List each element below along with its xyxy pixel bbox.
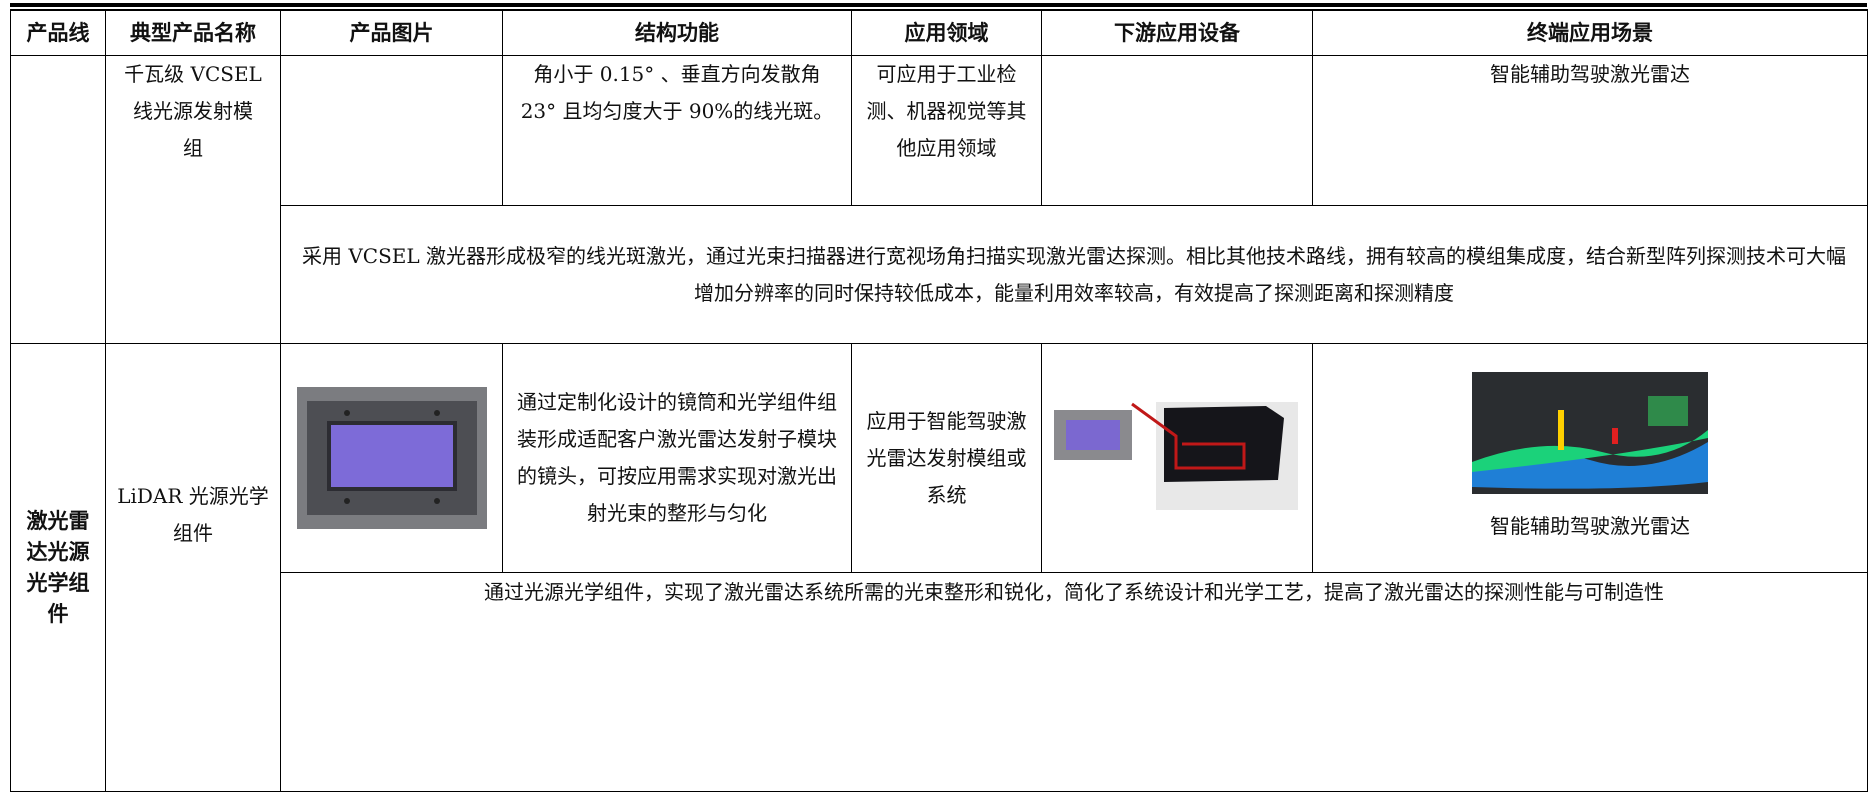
image-cell [280, 343, 503, 573]
product-line: 激光雷达光源光学组件 [10, 343, 106, 792]
image-screw [433, 498, 440, 504]
image-screw [343, 410, 350, 416]
description: 通过光源光学组件，实现了激光雷达系统所需的光束整形和锐化，简化了系统设计和光学工… [280, 572, 1868, 792]
device-callout [1131, 402, 1246, 470]
scenario: 智能辅助驾驶激光雷达 [1490, 513, 1690, 538]
product-table: 产品线 典型产品名称 产品图片 结构功能 应用领域 下游应用设备 终端应用场景 … [10, 9, 1868, 792]
image-lens [326, 421, 457, 491]
pointcloud-object [1648, 395, 1688, 426]
header-cell: 终端应用场景 [1312, 9, 1868, 56]
pointcloud-object [1612, 427, 1618, 444]
structure: 通过定制化设计的镜筒和光学组件组装形成适配客户激光雷达发射子模块的镜头，可按应用… [502, 343, 852, 573]
pointcloud-band [1472, 429, 1708, 472]
description: 采用 VCSEL 激光器形成极窄的线光斑激光，通过光束扫描器进行宽视场角扫描实现… [280, 205, 1868, 344]
header-row: 产品线 典型产品名称 产品图片 结构功能 应用领域 下游应用设备 终端应用场景 [10, 9, 1868, 56]
image-screw [433, 410, 440, 416]
application: 应用于智能驾驶激光雷达发射模组或系统 [851, 343, 1042, 573]
image-screw [343, 498, 350, 504]
device-small-lens [1066, 420, 1120, 450]
product-row: 千瓦级 VCSEL 线光源发射模组 角小于 0.15° 、垂直方向发散角 23°… [10, 55, 1868, 344]
product-name: LiDAR 光源光学组件 [105, 343, 281, 792]
product-line-cell [10, 55, 106, 344]
structure: 角小于 0.15° 、垂直方向发散角 23° 且均匀度大于 90%的线光斑。 [502, 55, 852, 206]
product-image [296, 387, 487, 529]
application: 可应用于工业检测、机器视觉等其他应用领域 [851, 55, 1042, 206]
top-rule [10, 3, 1867, 7]
scenario-image [1472, 371, 1708, 494]
header-cell: 产品图片 [280, 9, 503, 56]
header-cell: 下游应用设备 [1041, 9, 1313, 56]
header-cell: 应用领域 [851, 9, 1042, 56]
scenario: 智能辅助驾驶激光雷达 [1312, 55, 1868, 206]
device-cell [1041, 55, 1313, 206]
description-row: 通过光源光学组件，实现了激光雷达系统所需的光束整形和锐化，简化了系统设计和光学工… [11, 572, 1868, 792]
image-cell [280, 55, 503, 206]
product-name: 千瓦级 VCSEL 线光源发射模组 [105, 55, 281, 344]
header-cell: 结构功能 [502, 9, 852, 56]
header-cell: 产品线 [10, 9, 106, 56]
device-cell [1041, 343, 1313, 573]
header-cell: 典型产品名称 [105, 9, 281, 56]
product-name-text: LiDAR 光源光学组件 [117, 483, 269, 545]
product-name-text: 千瓦级 VCSEL 线光源发射模组 [124, 62, 262, 160]
pointcloud-object [1558, 409, 1564, 450]
description-row: 采用 VCSEL 激光器形成极窄的线光斑激光，通过光束扫描器进行宽视场角扫描实现… [11, 205, 1868, 344]
device-image [1054, 402, 1298, 510]
product-row: 激光雷达光源光学组件 LiDAR 光源光学组件 通过定制化设计的镜筒和光学组件组… [10, 343, 1868, 792]
scenario-cell: 智能辅助驾驶激光雷达 [1312, 343, 1868, 573]
